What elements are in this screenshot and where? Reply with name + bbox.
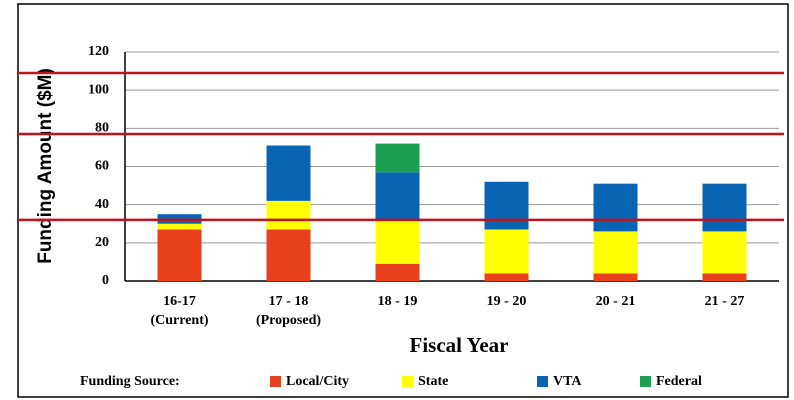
y-tick-label: 60 — [95, 159, 109, 174]
bar-segment — [266, 145, 311, 201]
legend-label: VTA — [553, 374, 582, 389]
x-tick-label: 21 - 27 — [705, 294, 745, 309]
bar-segment — [702, 183, 747, 232]
bar-segment — [375, 263, 420, 281]
bar-segment — [375, 172, 420, 220]
x-tick-label: (Proposed) — [256, 313, 321, 328]
bar-segment — [484, 273, 529, 281]
bar-segment — [593, 231, 638, 274]
bar-segment — [484, 229, 529, 274]
y-tick-label: 100 — [88, 82, 109, 97]
y-tick-label: 0 — [102, 273, 109, 288]
y-tick-label: 40 — [95, 197, 109, 212]
bar-segment — [157, 223, 202, 230]
bar-segment — [593, 273, 638, 281]
x-tick-label: 19 - 20 — [487, 294, 527, 309]
legend-swatch — [270, 376, 281, 387]
legend-swatch — [537, 376, 548, 387]
legend-title: Funding Source: — [80, 374, 180, 389]
bar-segment — [375, 219, 420, 264]
x-tick-label: 17 - 18 — [269, 294, 309, 309]
legend-swatch — [640, 376, 651, 387]
bar-segment — [266, 200, 311, 230]
y-tick-label: 120 — [88, 44, 109, 59]
x-tick-label: (Current) — [150, 313, 208, 328]
bar-segment — [266, 229, 311, 281]
bar-segment — [702, 273, 747, 281]
legend-label: Federal — [656, 374, 702, 389]
x-tick-label: 18 - 19 — [378, 294, 418, 309]
legend-label: State — [418, 374, 448, 389]
bar-segment — [157, 229, 202, 281]
x-tick-label: 20 - 21 — [596, 294, 636, 309]
bar-segment — [702, 231, 747, 274]
legend-label: Local/City — [286, 374, 349, 389]
bar-segment — [375, 143, 420, 173]
y-axis-title: Funding Amount ($M) — [35, 68, 56, 264]
y-tick-label: 20 — [95, 235, 109, 250]
bar-segment — [593, 183, 638, 232]
x-tick-label: 16-17 — [163, 294, 196, 309]
y-tick-label: 80 — [95, 121, 109, 136]
legend-swatch — [402, 376, 413, 387]
x-axis-title: Fiscal Year — [410, 333, 509, 357]
bar-segment — [484, 181, 529, 230]
